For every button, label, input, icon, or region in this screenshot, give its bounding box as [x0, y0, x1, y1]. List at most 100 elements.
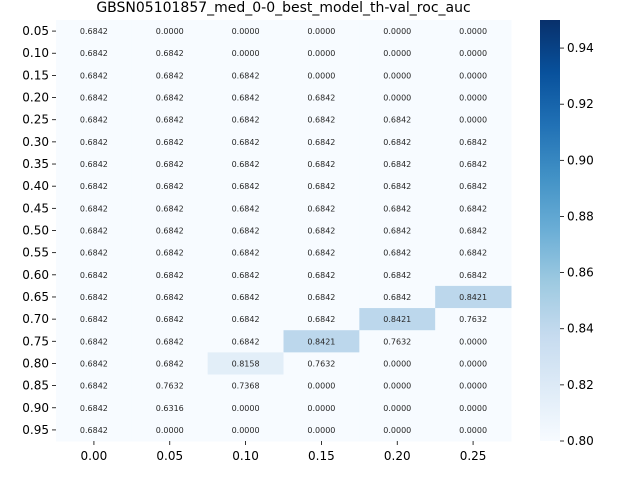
y-tick-label: 0.75: [22, 334, 49, 348]
cell-value-label: 0.7632: [383, 337, 411, 346]
cell-value-label: 0.6842: [80, 337, 108, 346]
cell-value-label: 0.6842: [232, 94, 260, 103]
y-tick-label: 0.85: [22, 379, 49, 393]
cell-value-label: 0.6842: [459, 182, 487, 191]
cell-value-label: 0.0000: [307, 382, 335, 391]
cell-value-label: 0.6842: [232, 315, 260, 324]
x-tick-label: 0.05: [156, 449, 183, 463]
cell-value-label: 0.6316: [156, 404, 184, 413]
x-tick-label: 0.10: [232, 449, 259, 463]
cell-value-label: 0.0000: [459, 71, 487, 80]
cell-value-label: 0.0000: [459, 337, 487, 346]
cell-value-label: 0.6842: [80, 116, 108, 125]
cell-value-label: 0.0000: [383, 49, 411, 58]
cell-value-label: 0.0000: [383, 359, 411, 368]
cell-value-label: 0.6842: [156, 160, 184, 169]
cell-value-label: 0.0000: [307, 49, 335, 58]
cell-value-label: 0.6842: [80, 71, 108, 80]
cell-value-label: 0.0000: [232, 49, 260, 58]
cell-value-label: 0.6842: [156, 337, 184, 346]
cell-value-label: 0.7632: [307, 359, 335, 368]
cell-value-label: 0.6842: [232, 116, 260, 125]
y-tick-label: 0.20: [22, 91, 49, 105]
y-tick-label: 0.70: [22, 312, 49, 326]
cell-value-label: 0.8421: [307, 337, 335, 346]
cell-value-label: 0.0000: [383, 382, 411, 391]
cell-value-label: 0.6842: [232, 271, 260, 280]
cell-value-label: 0.8158: [232, 359, 260, 368]
cell-value-label: 0.6842: [80, 359, 108, 368]
cell-value-label: 0.6842: [156, 71, 184, 80]
cell-value-label: 0.6842: [80, 227, 108, 236]
colorbar-tick-label: 0.94: [567, 41, 594, 55]
y-tick-label: 0.15: [22, 68, 49, 82]
cell-value-label: 0.6842: [307, 116, 335, 125]
colorbar-tick-label: 0.84: [567, 322, 594, 336]
cell-value-label: 0.0000: [383, 94, 411, 103]
heatmap-cells: [56, 20, 512, 442]
y-tick-label: 0.30: [22, 135, 49, 149]
cell-value-label: 0.6842: [383, 116, 411, 125]
cell-value-label: 0.6842: [156, 227, 184, 236]
cell-value-label: 0.0000: [383, 71, 411, 80]
cell-value-label: 0.6842: [383, 182, 411, 191]
y-tick-label: 0.65: [22, 290, 49, 304]
cell-value-label: 0.6842: [232, 204, 260, 213]
cell-value-label: 0.6842: [80, 27, 108, 36]
cell-value-label: 0.6842: [80, 271, 108, 280]
colorbar-tick-label: 0.86: [567, 266, 594, 280]
cell-value-label: 0.6842: [307, 271, 335, 280]
cell-value-label: 0.6842: [307, 204, 335, 213]
cell-value-label: 0.0000: [232, 404, 260, 413]
cell-value-label: 0.6842: [459, 160, 487, 169]
cell-value-label: 0.6842: [307, 315, 335, 324]
cell-value-label: 0.6842: [459, 227, 487, 236]
cell-value-label: 0.6842: [307, 138, 335, 147]
colorbar-tick-label: 0.90: [567, 153, 594, 167]
colorbar: 0.80 0.82 0.84 0.86 0.88 0.90 0.92 0.94: [540, 20, 594, 448]
y-tick-label: 0.90: [22, 401, 49, 415]
cell-value-label: 0.0000: [459, 426, 487, 435]
y-tick-label: 0.40: [22, 179, 49, 193]
cell-value-label: 0.6842: [232, 227, 260, 236]
y-tick-label: 0.35: [22, 157, 49, 171]
cell-value-label: 0.6842: [156, 315, 184, 324]
cell-value-label: 0.6842: [156, 271, 184, 280]
cell-value-label: 0.6842: [307, 249, 335, 258]
cell-value-label: 0.7632: [459, 315, 487, 324]
cell-value-label: 0.6842: [232, 249, 260, 258]
cell-value-label: 0.6842: [80, 382, 108, 391]
cell-value-label: 0.6842: [232, 71, 260, 80]
colorbar-tick-label: 0.92: [567, 97, 594, 111]
cell-value-label: 0.6842: [232, 182, 260, 191]
cell-value-label: 0.6842: [156, 49, 184, 58]
cell-value-label: 0.0000: [383, 426, 411, 435]
cell-value-label: 0.6842: [383, 227, 411, 236]
y-tick-label: 0.10: [22, 46, 49, 60]
cell-value-label: 0.0000: [232, 426, 260, 435]
cell-value-label: 0.7368: [232, 382, 260, 391]
cell-value-label: 0.6842: [156, 293, 184, 302]
colorbar-tick-label: 0.80: [567, 434, 594, 448]
cell-value-label: 0.0000: [459, 94, 487, 103]
x-tick-label: 0.15: [308, 449, 335, 463]
x-tick-label: 0.25: [460, 449, 487, 463]
colorbar-tick-label: 0.82: [567, 378, 594, 392]
cell-value-label: 0.0000: [459, 116, 487, 125]
cell-value-label: 0.6842: [80, 94, 108, 103]
cell-value-label: 0.0000: [307, 71, 335, 80]
cell-value-label: 0.6842: [156, 138, 184, 147]
cell-value-label: 0.6842: [80, 249, 108, 258]
cell-value-label: 0.6842: [232, 138, 260, 147]
cell-value-label: 0.8421: [459, 293, 487, 302]
cell-value-label: 0.6842: [383, 204, 411, 213]
cell-value-label: 0.6842: [383, 138, 411, 147]
cell-value-label: 0.0000: [383, 404, 411, 413]
cell-value-label: 0.6842: [459, 138, 487, 147]
cell-value-label: 0.0000: [459, 49, 487, 58]
cell-value-label: 0.6842: [459, 204, 487, 213]
x-axis: 0.00 0.05 0.10 0.15 0.20 0.25: [81, 441, 487, 463]
y-tick-label: 0.25: [22, 113, 49, 127]
cell-value-label: 0.6842: [232, 160, 260, 169]
